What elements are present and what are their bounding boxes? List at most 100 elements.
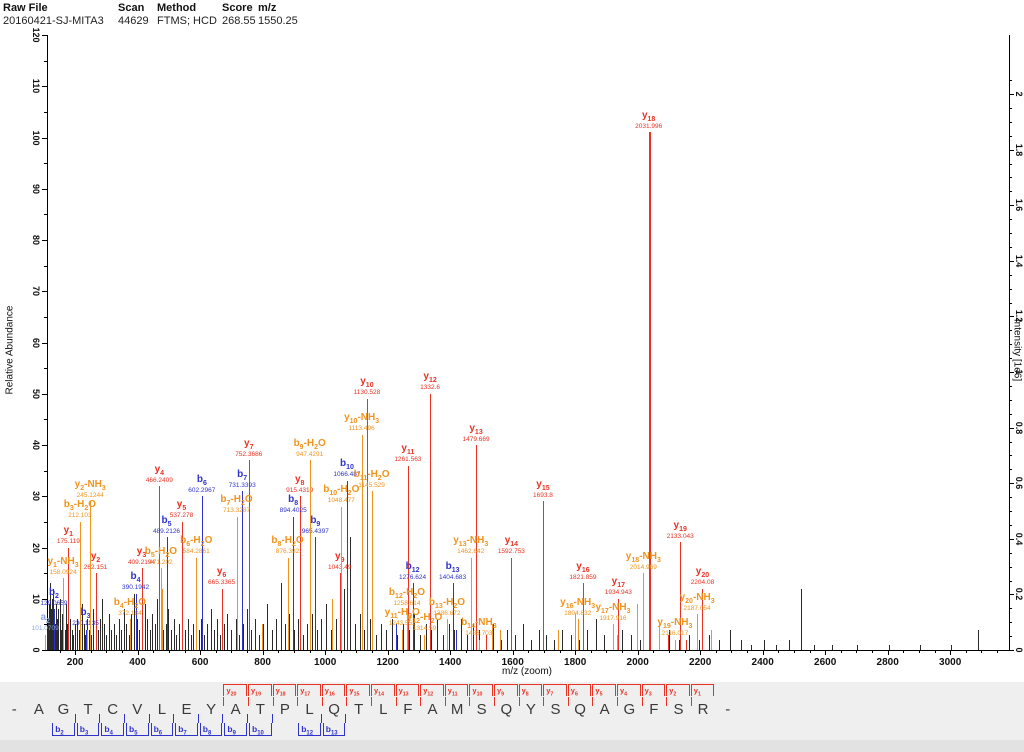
- ion-name: b5-H2O: [144, 545, 177, 559]
- peak-label-b6-H2O: b6-H2O 584.2861: [159, 536, 233, 556]
- y-right-minor-tick: [1009, 330, 1012, 332]
- y-right-minor-tick: [1009, 302, 1012, 304]
- y-ion-marker-stem: [518, 697, 520, 706]
- background-peak: [466, 634, 468, 650]
- annotated-peak-y6: [221, 588, 223, 650]
- y-right-minor-tick: [1009, 107, 1012, 109]
- peak-label-y7: y7 752.3686: [212, 437, 286, 459]
- y-right-minor-tick: [1009, 135, 1012, 137]
- peak-label-y12-H2O: y12-H2O 1314.59: [387, 613, 461, 633]
- ion-name: b5: [161, 514, 172, 528]
- background-peak: [832, 644, 834, 650]
- x-axis-title: m/z (zoom): [502, 666, 552, 677]
- background-peak: [165, 624, 167, 650]
- y-ion-marker-stem: [223, 697, 225, 706]
- minor-loss-peak: [262, 624, 264, 650]
- b-ion-marker-stem: [124, 714, 125, 723]
- annotated-peak-b3-H2O: [79, 521, 81, 650]
- annotated-peak-y12-H2O: [424, 634, 426, 650]
- x-tick-label: 600: [191, 657, 209, 668]
- x-minor-tick: [497, 650, 499, 653]
- background-peak: [168, 609, 170, 650]
- residue-A-1: A: [33, 701, 44, 718]
- peak-label-y8: y8 915.4319: [263, 474, 337, 495]
- y-right-minor-tick: [1009, 455, 1012, 457]
- y-right-tick-label: 0.4: [1014, 532, 1024, 546]
- annotated-peak-a2: [45, 634, 47, 650]
- ion-mz-value: 713.3287: [222, 507, 251, 515]
- ion-name: y7: [244, 437, 254, 451]
- background-peak: [227, 614, 229, 650]
- y-left-tick-label: 90: [31, 183, 41, 194]
- ion-name: b13-H2O: [428, 596, 466, 610]
- x-tick-label: 2800: [876, 657, 899, 668]
- peak-label-y14: y14 1592.753: [474, 536, 548, 556]
- annotated-peak-b13: [452, 583, 454, 650]
- y-right-minor-tick: [1009, 441, 1012, 443]
- background-peak: [460, 619, 462, 650]
- y-left-major-tick: [42, 240, 47, 241]
- ion-name: y10-NH3: [344, 412, 380, 426]
- annotated-peak-b6-H2O: [196, 557, 198, 650]
- y-right-major-tick: [1009, 372, 1014, 373]
- background-peak: [65, 603, 67, 650]
- ion-mz-value: 1332.6: [420, 384, 441, 392]
- y-ion-marker-y7: y7: [543, 684, 567, 698]
- background-peak: [251, 629, 253, 650]
- annotated-peak-y19: [680, 542, 682, 650]
- right-axis-title: Intensity [1e6]: [1011, 318, 1023, 382]
- background-peak: [193, 624, 195, 650]
- y-left-minor-tick: [44, 316, 47, 318]
- background-peak: [919, 644, 921, 650]
- background-peak: [170, 629, 172, 650]
- b-ion-marker-b3: b3: [76, 723, 100, 737]
- annotated-peak-y20-NH3: [697, 614, 699, 650]
- y-ion-marker-y2: y2: [666, 684, 690, 698]
- x-major-tick: [75, 650, 77, 655]
- annotated-peak-y17-NH3: [613, 624, 614, 650]
- y-right-minor-tick: [1009, 399, 1012, 401]
- ion-name: y9: [335, 550, 345, 564]
- background-peak: [190, 634, 192, 650]
- header-field-value: 44629: [118, 15, 149, 27]
- residue-S-22: S: [550, 701, 561, 718]
- x-minor-tick: [872, 650, 874, 653]
- background-peak: [546, 634, 548, 650]
- ion-mz-value: 372.184: [118, 609, 142, 617]
- background-peak: [57, 619, 59, 650]
- ion-mz-value: 1404.683: [439, 573, 467, 581]
- background-peak: [60, 624, 62, 650]
- minor-b-peak: [456, 629, 458, 650]
- background-peak: [857, 644, 859, 650]
- peak-label-y13: y13 1479.669: [439, 423, 513, 444]
- y-ion-marker-y10: y10: [469, 684, 493, 698]
- ion-name: b6: [196, 473, 207, 487]
- y-ion-marker-stem: [690, 697, 692, 706]
- y-right-tick-label: 1.6: [1014, 198, 1024, 212]
- x-minor-tick: [543, 650, 545, 653]
- plot-area[interactable]: y1 175.119 y2 262.151 y3 409.2194 y4 466.2409 y5…: [32, 35, 1010, 651]
- background-peak: [380, 624, 382, 650]
- y-ion-marker-y11: y11: [444, 684, 469, 698]
- background-peak: [630, 634, 632, 650]
- background-peak: [152, 614, 154, 650]
- background-peak: [500, 639, 502, 650]
- background-peak: [312, 614, 314, 650]
- x-minor-tick: [715, 650, 717, 653]
- background-peak: [307, 624, 309, 650]
- annotated-peak-b5: [166, 537, 168, 650]
- background-peak: [57, 629, 59, 650]
- y-ion-marker-stem: [567, 697, 569, 706]
- background-peak: [198, 629, 200, 650]
- x-minor-tick: [340, 650, 342, 653]
- background-peak: [391, 619, 393, 650]
- annotated-peak-y2-NH3: [90, 501, 92, 650]
- annotated-peak-b10-H2O: [341, 506, 343, 650]
- peak-label-y20: y20 2204.08: [665, 567, 739, 587]
- y-left-minor-tick: [44, 368, 47, 370]
- y-left-minor-tick: [44, 214, 47, 216]
- x-minor-tick: [981, 650, 983, 653]
- y-right-minor-tick: [1009, 121, 1012, 123]
- background-peak: [448, 624, 450, 650]
- residue-R-28: R: [697, 701, 709, 718]
